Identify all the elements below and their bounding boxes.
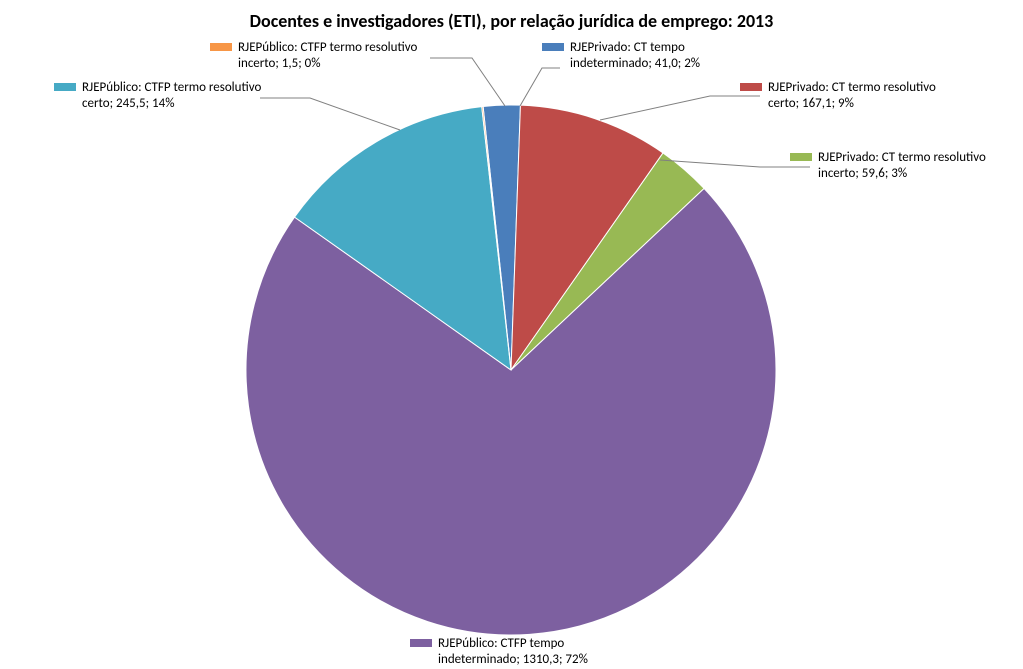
slice-label-pub_incerto: RJEPúblico: CTFP termo resolutivoincerto…	[210, 40, 417, 73]
leader-lines	[260, 58, 810, 167]
slice-label-priv_certo: RJEPrivado: CT termo resolutivocerto; 16…	[740, 80, 936, 113]
legend-swatch-pub_certo	[54, 83, 76, 91]
slice-label-line: incerto; 59,6; 3%	[790, 166, 986, 182]
slice-label-line: indeterminado; 1310,3; 72%	[410, 652, 588, 668]
slice-label-line: RJEPrivado: CT termo resolutivo	[818, 150, 986, 165]
leader-priv_indet	[520, 68, 560, 106]
leader-pub_certo	[260, 98, 400, 130]
slice-label-line: RJEPrivado: CT termo resolutivo	[768, 80, 936, 95]
slice-label-line: indeterminado; 41,0; 2%	[542, 56, 700, 72]
pie-slice-priv_certo	[511, 105, 663, 370]
pie-slice-pub_incerto	[482, 106, 511, 370]
pie-slice-priv_incerto	[511, 153, 704, 370]
chart-title: Docentes e investigadores (ETI), por rel…	[0, 10, 1023, 32]
slice-label-pub_certo: RJEPúblico: CTFP termo resolutivocerto; …	[54, 80, 261, 113]
slice-label-priv_indet: RJEPrivado: CT tempoindeterminado; 41,0;…	[542, 40, 700, 73]
legend-swatch-priv_indet	[542, 43, 564, 51]
leader-priv_certo	[600, 96, 760, 120]
legend-swatch-pub_incerto	[210, 43, 232, 51]
legend-swatch-priv_certo	[740, 83, 762, 91]
slice-label-line: certo; 167,1; 9%	[740, 96, 936, 112]
pie-slice-priv_indet	[483, 105, 520, 370]
slice-label-line: RJEPúblico: CTFP tempo	[438, 636, 564, 651]
leader-priv_incerto	[660, 160, 810, 167]
slice-label-line: RJEPúblico: CTFP termo resolutivo	[238, 40, 417, 55]
pie-chart	[246, 105, 776, 635]
slice-label-line: certo; 245,5; 14%	[54, 96, 261, 112]
chart-container: Docentes e investigadores (ETI), por rel…	[0, 0, 1023, 669]
pie-slice-pub_certo	[295, 107, 511, 370]
slice-label-priv_incerto: RJEPrivado: CT termo resolutivoincerto; …	[790, 150, 986, 183]
pie-slice-pub_indet	[246, 188, 776, 635]
slice-label-line: incerto; 1,5; 0%	[210, 56, 417, 72]
leader-pub_incerto	[430, 58, 505, 106]
legend-swatch-priv_incerto	[790, 153, 812, 161]
slice-label-pub_indet: RJEPúblico: CTFP tempoindeterminado; 131…	[410, 636, 588, 669]
slice-label-line: RJEPúblico: CTFP termo resolutivo	[82, 80, 261, 95]
legend-swatch-pub_indet	[410, 639, 432, 647]
slice-label-line: RJEPrivado: CT tempo	[570, 40, 685, 55]
